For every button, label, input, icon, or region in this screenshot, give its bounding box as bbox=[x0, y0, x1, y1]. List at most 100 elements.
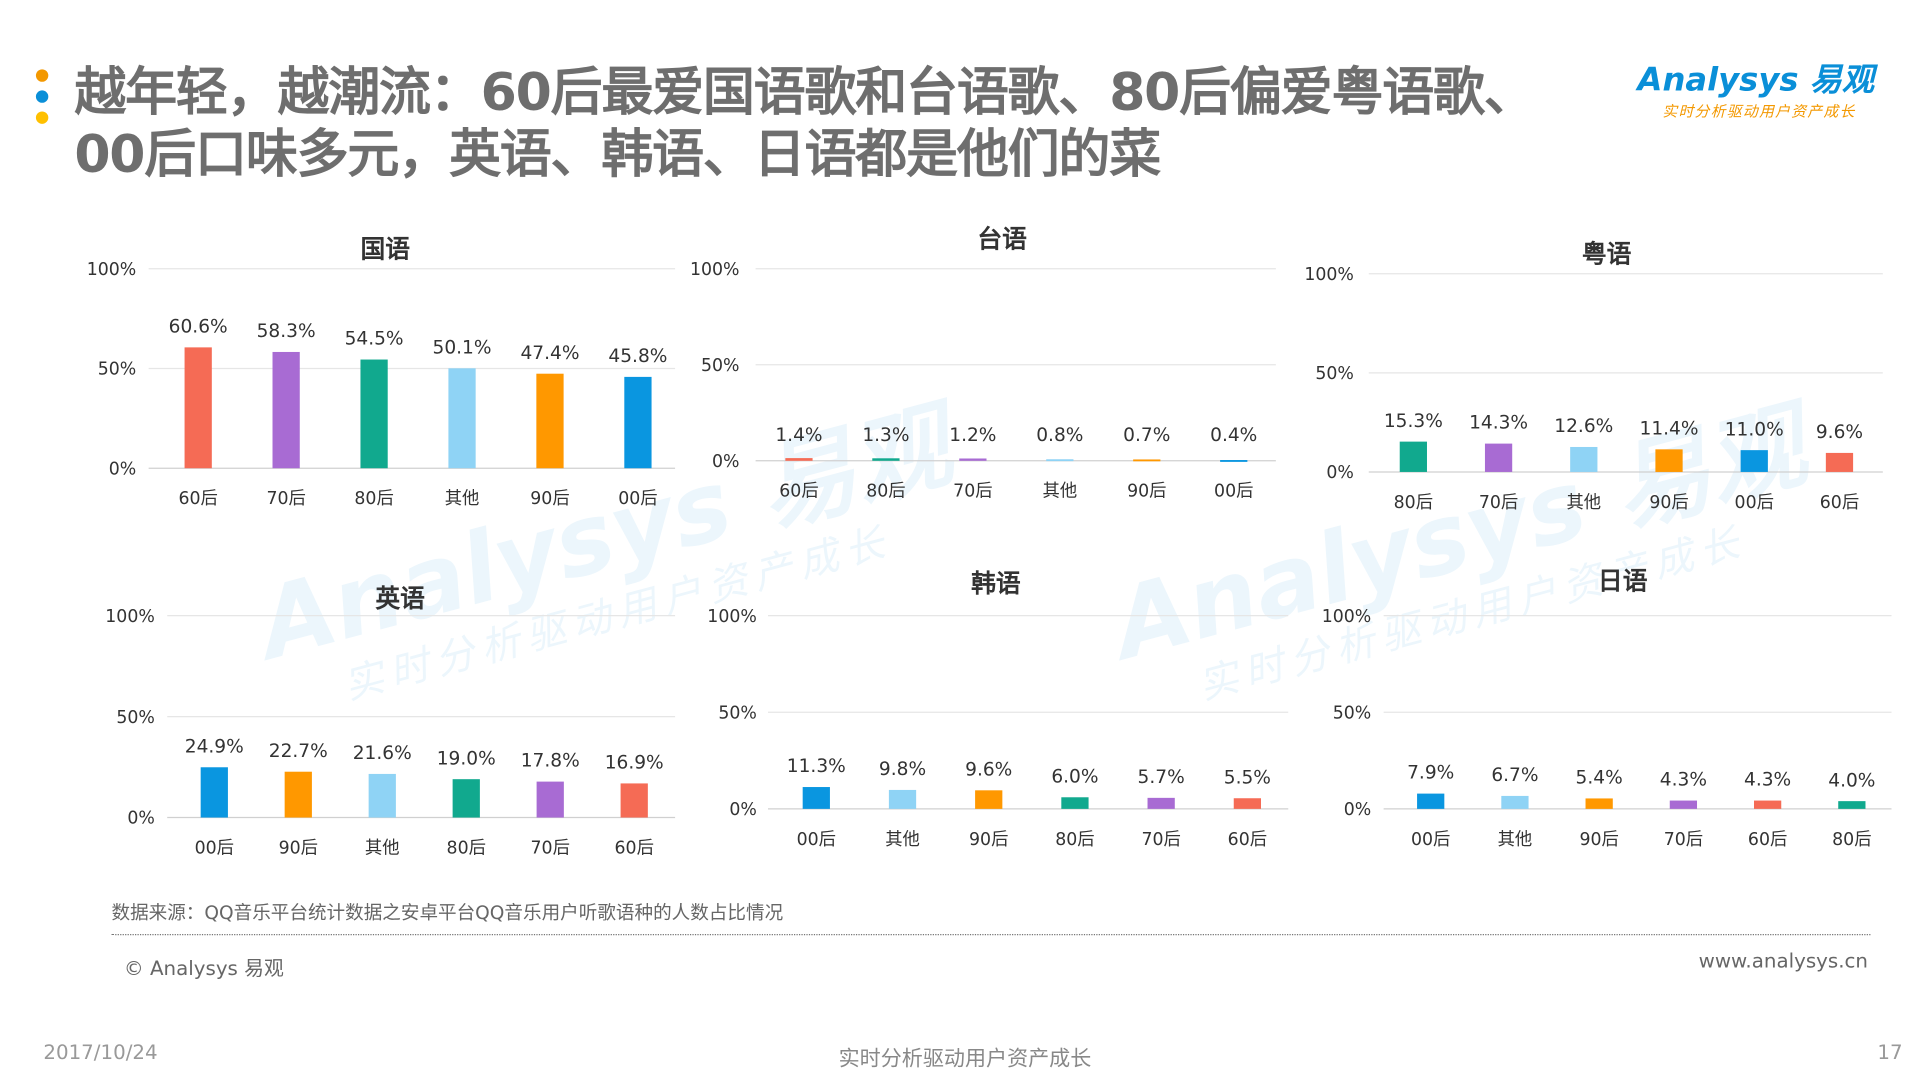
y-tick-label: 0% bbox=[127, 809, 155, 829]
x-tick-label: 90后 bbox=[969, 830, 1008, 850]
x-tick-label: 其他 bbox=[1498, 830, 1533, 850]
x-tick-label: 00后 bbox=[195, 838, 234, 858]
bar bbox=[360, 359, 388, 469]
bar bbox=[872, 458, 900, 461]
bar bbox=[1046, 459, 1074, 462]
bar bbox=[1147, 797, 1175, 809]
x-tick-label: 90后 bbox=[279, 838, 318, 858]
x-tick-label: 70后 bbox=[1664, 830, 1703, 850]
x-tick-label: 80后 bbox=[1055, 830, 1094, 850]
y-tick-label: 100% bbox=[707, 607, 757, 627]
bar bbox=[1585, 798, 1613, 809]
x-tick-label: 60后 bbox=[779, 482, 818, 502]
bar bbox=[1570, 446, 1598, 472]
data-label: 5.5% bbox=[1224, 767, 1271, 788]
y-tick-label: 0% bbox=[1344, 800, 1372, 820]
x-tick-label: 其他 bbox=[445, 489, 480, 509]
data-label: 0.4% bbox=[1210, 425, 1257, 446]
bar bbox=[1838, 801, 1866, 809]
bar bbox=[959, 458, 987, 461]
bar bbox=[1655, 449, 1683, 472]
data-label: 6.7% bbox=[1491, 765, 1538, 786]
bar bbox=[284, 771, 312, 818]
chart-title: 台语 bbox=[977, 225, 1027, 254]
data-label: 16.9% bbox=[605, 753, 664, 774]
data-label: 9.8% bbox=[879, 759, 926, 780]
title-line-2: 00后口味多元，英语、韩语、日语都是他们的菜 bbox=[74, 123, 1161, 185]
data-label: 24.9% bbox=[185, 736, 244, 757]
x-tick-label: 00后 bbox=[1411, 830, 1450, 850]
x-tick-label: 其他 bbox=[1566, 493, 1601, 513]
data-label: 11.4% bbox=[1640, 418, 1699, 439]
data-label: 5.4% bbox=[1576, 768, 1623, 789]
bar bbox=[620, 783, 648, 818]
footer-slogan: 实时分析驱动用户资产成长 bbox=[838, 1046, 1092, 1072]
y-tick-label: 50% bbox=[718, 703, 757, 723]
x-tick-label: 90后 bbox=[1579, 830, 1618, 850]
y-tick-label: 0% bbox=[109, 459, 137, 479]
data-label: 15.3% bbox=[1384, 411, 1443, 432]
data-label: 6.0% bbox=[1051, 766, 1098, 787]
data-label: 47.4% bbox=[520, 343, 579, 364]
x-tick-label: 其他 bbox=[1043, 482, 1078, 502]
x-tick-label: 90后 bbox=[1649, 493, 1688, 513]
data-label: 4.0% bbox=[1828, 770, 1875, 791]
x-tick-label: 70后 bbox=[531, 838, 570, 858]
chart-title: 粤语 bbox=[1582, 240, 1632, 269]
bar bbox=[888, 789, 917, 809]
x-tick-label: 90后 bbox=[530, 489, 569, 509]
x-tick-label: 60后 bbox=[1228, 830, 1267, 850]
x-tick-label: 00后 bbox=[1214, 482, 1253, 502]
bullet-dot bbox=[35, 90, 49, 103]
data-label: 22.7% bbox=[269, 741, 328, 762]
bar bbox=[272, 351, 300, 469]
bar bbox=[975, 790, 1003, 809]
x-tick-label: 80后 bbox=[1394, 493, 1433, 513]
x-tick-label: 00后 bbox=[618, 489, 657, 509]
bar bbox=[452, 779, 480, 818]
bar bbox=[536, 373, 564, 469]
y-tick-label: 50% bbox=[1333, 703, 1372, 723]
data-label: 50.1% bbox=[433, 337, 492, 358]
y-tick-label: 50% bbox=[701, 356, 740, 376]
x-tick-label: 60后 bbox=[1820, 493, 1859, 513]
x-tick-label: 70后 bbox=[266, 489, 305, 509]
bar bbox=[1753, 800, 1782, 809]
bar bbox=[1825, 452, 1854, 472]
data-label: 19.0% bbox=[437, 748, 496, 769]
data-label: 1.3% bbox=[862, 425, 909, 446]
bullet-dot bbox=[35, 111, 49, 124]
x-tick-label: 60后 bbox=[1748, 830, 1787, 850]
bar bbox=[1501, 795, 1529, 809]
divider bbox=[111, 933, 1871, 936]
data-label: 1.2% bbox=[949, 425, 996, 446]
data-label: 4.3% bbox=[1660, 770, 1707, 791]
bar bbox=[1399, 441, 1427, 472]
data-label: 9.6% bbox=[1816, 422, 1863, 443]
x-tick-label: 00后 bbox=[1735, 493, 1774, 513]
website-link[interactable]: www.analysys.cn bbox=[1698, 948, 1868, 973]
data-label: 11.0% bbox=[1725, 419, 1784, 440]
date: 2017/10/24 bbox=[43, 1040, 158, 1065]
page-title: 越年轻，越潮流：60后最爱国语歌和台语歌、80后偏爱粤语歌、 00后口味多元，英… bbox=[74, 62, 1536, 186]
x-tick-label: 80后 bbox=[1832, 830, 1871, 850]
y-tick-label: 100% bbox=[1304, 265, 1354, 285]
bar bbox=[536, 781, 564, 818]
data-label: 60.6% bbox=[169, 317, 228, 338]
y-tick-label: 100% bbox=[1322, 607, 1372, 627]
y-tick-label: 50% bbox=[116, 708, 155, 728]
data-label: 14.3% bbox=[1469, 413, 1528, 434]
x-tick-label: 60后 bbox=[178, 489, 217, 509]
bar bbox=[1669, 800, 1698, 809]
logo-slogan: 实时分析驱动用户资产成长 bbox=[1662, 102, 1856, 121]
data-label: 0.7% bbox=[1123, 425, 1170, 446]
y-tick-label: 0% bbox=[729, 800, 757, 820]
page-number: 17 bbox=[1877, 1040, 1903, 1065]
chart-title: 国语 bbox=[360, 235, 410, 264]
x-tick-label: 60后 bbox=[615, 838, 654, 858]
x-tick-label: 70后 bbox=[1479, 493, 1518, 513]
copyright: © Analysys 易观 bbox=[123, 956, 284, 980]
y-tick-label: 100% bbox=[105, 607, 155, 627]
x-tick-label: 00后 bbox=[797, 830, 836, 850]
bar bbox=[1417, 793, 1445, 809]
